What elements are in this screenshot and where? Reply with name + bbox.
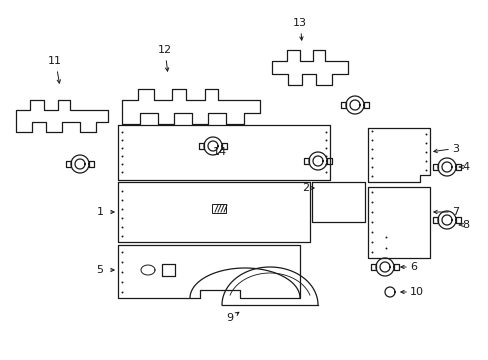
Text: 14: 14 (212, 147, 226, 157)
Text: 9: 9 (226, 313, 233, 323)
Text: 1: 1 (96, 207, 103, 217)
Text: 6: 6 (409, 262, 416, 272)
Text: 4: 4 (461, 162, 468, 172)
Text: 13: 13 (292, 18, 306, 28)
Text: 5: 5 (96, 265, 103, 275)
Text: 2: 2 (302, 183, 309, 193)
Text: 8: 8 (461, 220, 468, 230)
Bar (212, 204, 225, 213)
Text: 3: 3 (451, 144, 458, 154)
Text: 12: 12 (158, 45, 172, 55)
Text: 10: 10 (409, 287, 423, 297)
Text: 11: 11 (48, 56, 62, 66)
Text: 7: 7 (451, 207, 458, 217)
